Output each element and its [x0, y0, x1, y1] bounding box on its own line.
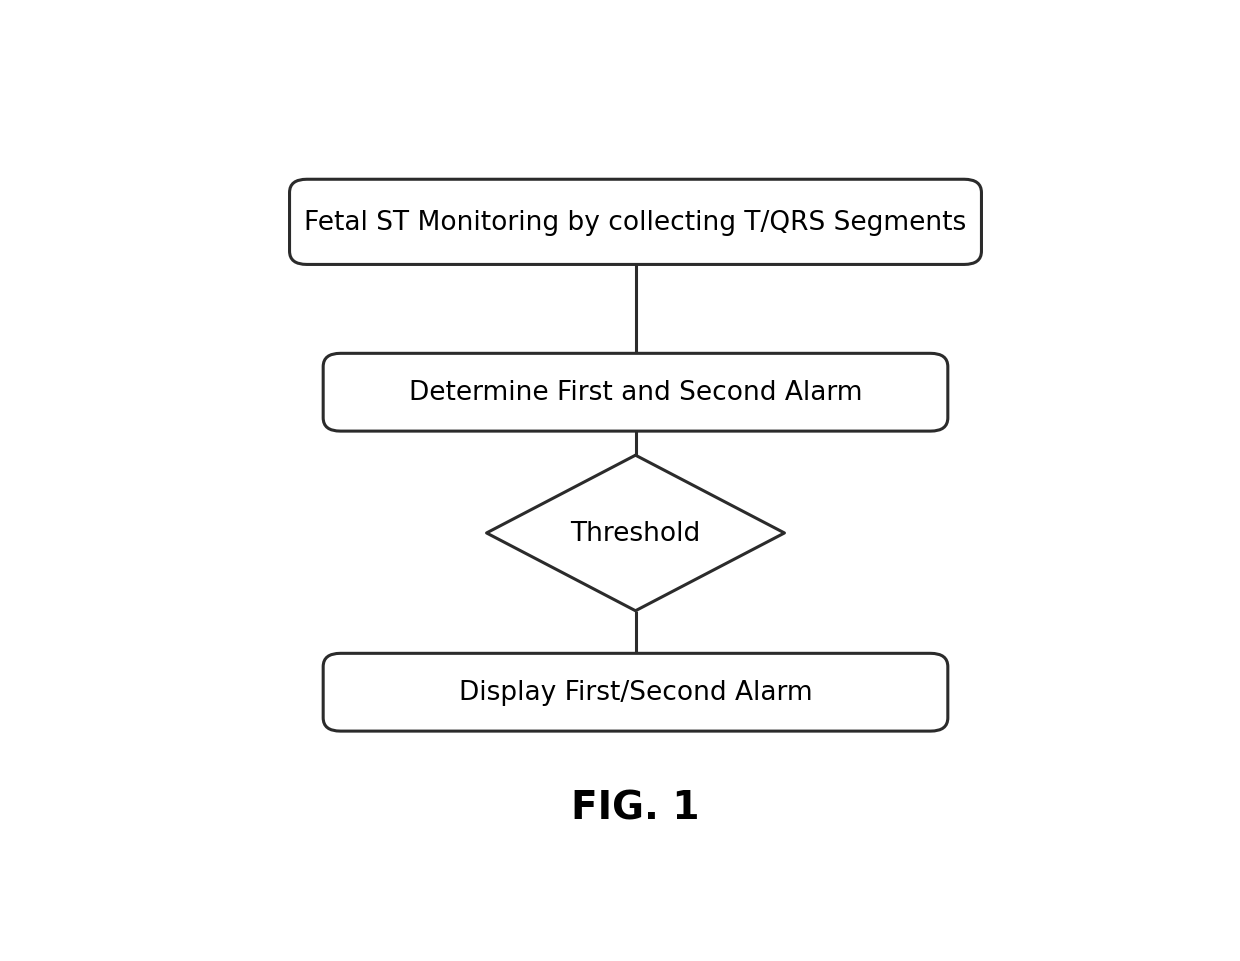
FancyBboxPatch shape: [290, 180, 982, 265]
Text: Threshold: Threshold: [570, 521, 701, 547]
Text: Display First/Second Alarm: Display First/Second Alarm: [459, 679, 812, 705]
Text: FIG. 1: FIG. 1: [572, 788, 699, 826]
Text: Determine First and Second Alarm: Determine First and Second Alarm: [409, 380, 862, 406]
FancyBboxPatch shape: [324, 653, 947, 731]
FancyBboxPatch shape: [324, 354, 947, 431]
Polygon shape: [486, 456, 785, 611]
Text: Fetal ST Monitoring by collecting T/QRS Segments: Fetal ST Monitoring by collecting T/QRS …: [304, 209, 967, 235]
